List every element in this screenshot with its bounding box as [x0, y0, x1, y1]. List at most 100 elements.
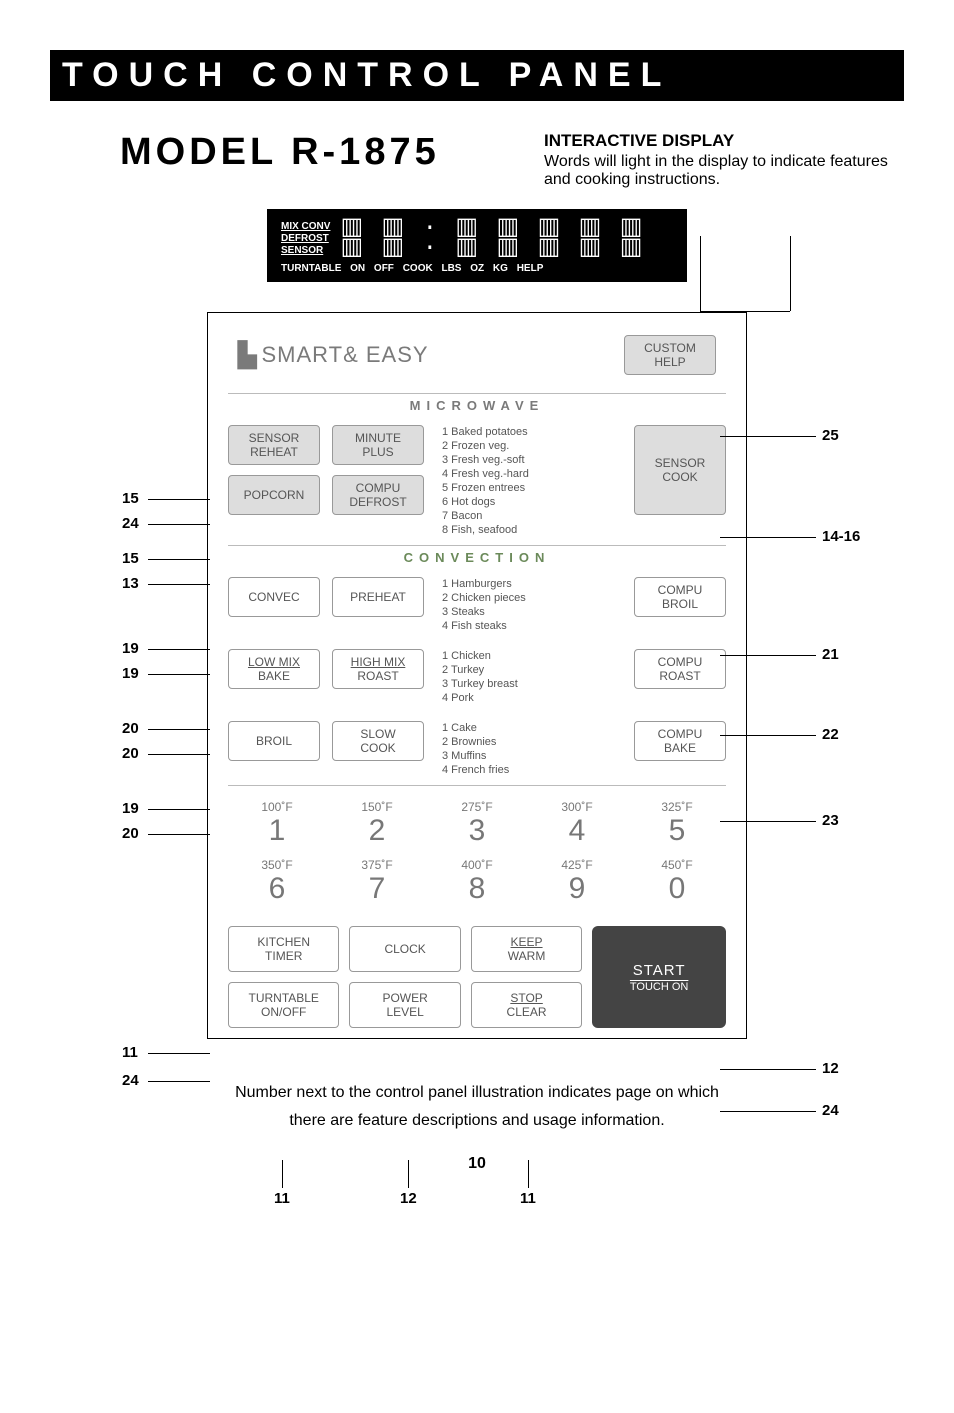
- key-num: 3: [436, 814, 518, 848]
- callout-line: [720, 436, 816, 437]
- callout-right: 12: [822, 1060, 839, 1077]
- keypad-key-0[interactable]: 450˚F0: [636, 858, 718, 906]
- footer-line-1: Number next to the control panel illustr…: [0, 1079, 954, 1107]
- kt-l1: KITCHEN: [233, 935, 334, 949]
- mp-l2: PLUS: [337, 445, 419, 459]
- custom-help-button[interactable]: CUSTOM HELP: [624, 335, 716, 375]
- keep-warm-button[interactable]: KEEP WARM: [471, 926, 582, 972]
- key-temp: 300˚F: [536, 800, 618, 814]
- compu-bake-button[interactable]: COMPU BAKE: [634, 721, 726, 761]
- sr-l2: REHEAT: [233, 445, 315, 459]
- food-item: 5 Frozen entrees: [442, 481, 622, 495]
- key-temp: 150˚F: [336, 800, 418, 814]
- broil-food-list: 1 Hamburgers2 Chicken pieces3 Steaks4 Fi…: [436, 577, 622, 633]
- kw-l1: KEEP: [476, 935, 577, 949]
- callout-right: 21: [822, 646, 839, 663]
- kt-l2: TIMER: [233, 949, 334, 963]
- callout-right: 23: [822, 812, 839, 829]
- scl-l2: CLEAR: [476, 1005, 577, 1019]
- low-mix-bake-button[interactable]: LOW MIX BAKE: [228, 649, 320, 689]
- food-item: 1 Chicken: [442, 649, 622, 663]
- food-item: 4 Fresh veg.-hard: [442, 467, 622, 481]
- slow-cook-button[interactable]: SLOW COOK: [332, 721, 424, 761]
- food-item: 4 Pork: [442, 691, 622, 705]
- page-number: 10: [0, 1155, 954, 1173]
- clock-button[interactable]: CLOCK: [349, 926, 460, 972]
- callout-left: 11: [122, 1044, 138, 1061]
- bottom-button-grid: KITCHEN TIMER CLOCK KEEP WARM START TOUC…: [208, 920, 746, 1028]
- callout-left: 19: [122, 665, 139, 682]
- key-temp: 425˚F: [536, 858, 618, 872]
- compu-roast-button[interactable]: COMPU ROAST: [634, 649, 726, 689]
- kitchen-timer-button[interactable]: KITCHEN TIMER: [228, 926, 339, 972]
- convection-label: CONVECTION: [208, 550, 746, 565]
- sc-l2: COOK: [639, 470, 721, 484]
- callout-left: 24: [122, 1072, 139, 1089]
- interactive-connector: [700, 236, 701, 311]
- seg-row-2: ▥ ▥ · ▥ ▥ ▥ ▥ ▥: [340, 239, 644, 259]
- key-num: 1: [236, 814, 318, 848]
- segment-display: ▥ ▥ · ▥ ▥ ▥ ▥ ▥ ▥ ▥ · ▥ ▥ ▥ ▥ ▥: [340, 219, 644, 259]
- keypad-key-1[interactable]: 100˚F1: [236, 800, 318, 848]
- cd-l1: COMPU: [337, 481, 419, 495]
- food-item: 1 Cake: [442, 721, 622, 735]
- callout-line: [282, 1160, 283, 1188]
- preheat-l: PREHEAT: [337, 590, 419, 604]
- sensor-cook-button[interactable]: SENSOR COOK: [634, 425, 726, 515]
- start-button[interactable]: START TOUCH ON: [592, 926, 726, 1028]
- preheat-button[interactable]: PREHEAT: [332, 577, 424, 617]
- convec-button[interactable]: CONVEC: [228, 577, 320, 617]
- food-item: 4 French fries: [442, 763, 622, 777]
- key-temp: 100˚F: [236, 800, 318, 814]
- callout-line: [528, 1160, 529, 1188]
- label-mixconv: MIX CONV: [281, 221, 330, 233]
- mp-l1: MINUTE: [337, 431, 419, 445]
- sr-l1: SENSOR: [233, 431, 315, 445]
- start-l1: START: [596, 962, 722, 979]
- callout-line: [720, 537, 816, 538]
- key-temp: 275˚F: [436, 800, 518, 814]
- compu-defrost-button[interactable]: COMPU DEFROST: [332, 475, 424, 515]
- lcd-display: MIX CONV DEFROST SENSOR ▥ ▥ · ▥ ▥ ▥ ▥ ▥ …: [267, 209, 687, 282]
- high-mix-roast-button[interactable]: HIGH MIX ROAST: [332, 649, 424, 689]
- callout-line: [148, 584, 210, 585]
- callout-left: 20: [122, 720, 139, 737]
- keypad-key-9[interactable]: 425˚F9: [536, 858, 618, 906]
- cbk-l2: BAKE: [639, 741, 721, 755]
- key-num: 2: [336, 814, 418, 848]
- microwave-food-list: 1 Baked potatoes2 Frozen veg.3 Fresh veg…: [436, 425, 622, 537]
- stop-clear-button[interactable]: STOP CLEAR: [471, 982, 582, 1028]
- sc-l1: SENSOR: [639, 456, 721, 470]
- keypad-key-3[interactable]: 275˚F3: [436, 800, 518, 848]
- callout-bottom: 11: [520, 1190, 536, 1207]
- sensor-reheat-button[interactable]: SENSOR REHEAT: [228, 425, 320, 465]
- conv-row-3: BROIL SLOW COOK 1 Cake2 Brownies3 Muffin…: [208, 713, 746, 785]
- keypad-key-2[interactable]: 150˚F2: [336, 800, 418, 848]
- custom-help-l1: CUSTOM: [629, 341, 711, 355]
- keypad-key-4[interactable]: 300˚F4: [536, 800, 618, 848]
- keypad-key-7[interactable]: 375˚F7: [336, 858, 418, 906]
- key-num: 6: [236, 872, 318, 906]
- microwave-row-1: SENSOR REHEAT POPCORN MINUTE PLUS COMPU …: [208, 417, 746, 545]
- compu-broil-button[interactable]: COMPU BROIL: [634, 577, 726, 617]
- turntable-button[interactable]: TURNTABLE ON/OFF: [228, 982, 339, 1028]
- tt-l2: ON/OFF: [233, 1005, 334, 1019]
- key-temp: 450˚F: [636, 858, 718, 872]
- broil-l: BROIL: [233, 734, 315, 748]
- callout-left: 24: [122, 515, 139, 532]
- callout-line: [408, 1160, 409, 1188]
- minute-plus-button[interactable]: MINUTE PLUS: [332, 425, 424, 465]
- broil-button[interactable]: BROIL: [228, 721, 320, 761]
- popcorn-button[interactable]: POPCORN: [228, 475, 320, 515]
- keypad-key-8[interactable]: 400˚F8: [436, 858, 518, 906]
- callout-line: [148, 524, 210, 525]
- callout-left: 19: [122, 800, 139, 817]
- keypad-key-5[interactable]: 325˚F5: [636, 800, 718, 848]
- callout-left: 19: [122, 640, 139, 657]
- keypad-key-6[interactable]: 350˚F6: [236, 858, 318, 906]
- power-level-button[interactable]: POWER LEVEL: [349, 982, 460, 1028]
- callout-right: 14-16: [822, 528, 860, 545]
- footer-note: Number next to the control panel illustr…: [0, 1079, 954, 1135]
- label-defrost: DEFROST: [281, 233, 330, 245]
- callout-line: [148, 559, 210, 560]
